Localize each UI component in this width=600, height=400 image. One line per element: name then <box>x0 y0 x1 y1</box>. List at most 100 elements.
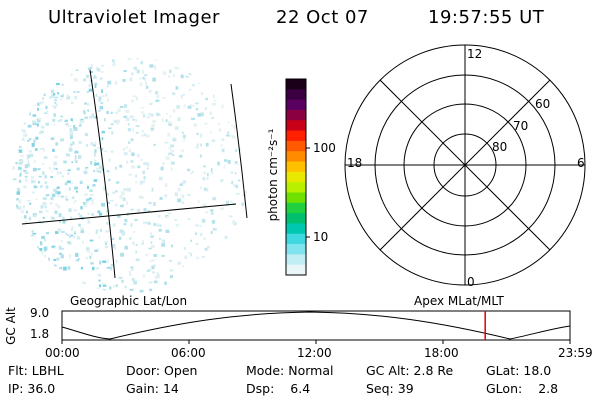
uv-speckle <box>149 64 154 68</box>
uv-speckle <box>52 118 56 122</box>
uv-speckle <box>210 168 213 172</box>
uv-speckle <box>201 256 205 258</box>
uv-speckle <box>40 147 44 150</box>
uv-speckle <box>98 96 102 100</box>
uv-speckle <box>94 249 98 252</box>
uv-speckle <box>39 210 43 214</box>
uv-speckle <box>148 113 151 115</box>
uv-speckle <box>42 197 47 200</box>
status-gain: Gain: 14 <box>126 381 179 396</box>
uv-speckle <box>156 95 160 98</box>
uv-speckle <box>32 191 35 194</box>
uv-speckle <box>207 245 210 249</box>
uv-speckle <box>101 130 105 134</box>
uv-speckle <box>45 194 49 197</box>
uv-speckle <box>143 176 146 180</box>
uv-speckle <box>169 269 174 272</box>
uv-speckle <box>28 113 31 116</box>
uv-speckle <box>198 82 200 85</box>
uv-speckle <box>234 163 239 165</box>
uv-speckle <box>50 170 53 173</box>
uv-speckle <box>89 71 93 73</box>
uv-speckle <box>196 143 199 147</box>
uv-speckle <box>159 197 163 200</box>
uv-speckle <box>19 159 23 162</box>
uv-speckle <box>79 214 83 219</box>
colorbar-band <box>286 223 306 235</box>
uv-speckle <box>38 181 40 184</box>
uv-speckle <box>91 113 95 118</box>
uv-speckle <box>90 252 93 256</box>
uv-speckle <box>172 137 176 141</box>
uv-speckle <box>184 255 187 259</box>
uv-speckle <box>206 177 209 180</box>
uv-speckle <box>106 266 111 269</box>
uv-speckle <box>151 124 156 127</box>
uv-speckle <box>82 240 84 244</box>
uv-speckle <box>144 74 148 77</box>
uv-speckle <box>178 154 183 158</box>
uv-speckle <box>148 281 153 284</box>
uv-speckle <box>187 105 192 109</box>
uv-speckle <box>75 252 79 257</box>
uv-speckle <box>134 68 138 71</box>
uv-speckle <box>100 147 104 151</box>
uv-speckle <box>94 84 97 88</box>
uv-speckle <box>80 120 85 124</box>
uv-speckle <box>110 264 115 267</box>
uv-speckle <box>172 74 175 77</box>
uv-speckle <box>153 222 156 227</box>
uv-speckle <box>73 209 78 211</box>
uv-speckle <box>145 81 147 86</box>
uv-speckle <box>220 144 223 147</box>
uv-speckle <box>125 117 130 121</box>
uv-speckle <box>53 106 56 109</box>
uv-speckle <box>40 101 44 104</box>
uv-speckle <box>115 190 118 193</box>
uv-speckle <box>57 92 59 95</box>
uv-speckle <box>140 111 145 114</box>
uv-speckle <box>170 167 173 171</box>
uv-speckle <box>68 148 73 152</box>
uv-speckle <box>181 181 186 185</box>
uv-speckle <box>70 143 74 146</box>
uv-speckle <box>55 168 58 170</box>
uv-speckle <box>221 138 225 141</box>
uv-speckle <box>202 203 207 208</box>
uv-speckle <box>110 199 114 202</box>
uv-speckle <box>122 79 126 82</box>
uv-speckle <box>39 131 42 135</box>
uv-speckle <box>116 119 120 124</box>
uv-speckle <box>183 180 187 183</box>
uv-speckle <box>122 197 126 201</box>
uv-speckle <box>98 110 101 112</box>
status-dsp-label: Dsp: <box>246 381 275 396</box>
uv-speckle <box>53 167 56 170</box>
uv-speckle <box>205 187 209 192</box>
uv-speckle <box>123 188 126 191</box>
uv-speckle <box>151 259 155 262</box>
uv-speckle <box>113 62 116 66</box>
uv-speckle <box>25 179 28 182</box>
uv-speckle <box>80 227 84 231</box>
status-mode-label: Mode: <box>246 363 285 378</box>
timeline-y-tick-low: 1.8 <box>30 327 50 341</box>
uv-speckle <box>18 199 22 204</box>
uv-speckle <box>212 197 216 201</box>
uv-speckle <box>130 208 134 211</box>
uv-speckle <box>235 149 237 152</box>
uv-speckle <box>61 175 64 178</box>
uv-speckle <box>195 146 199 149</box>
uv-speckle <box>69 128 72 132</box>
uv-speckle <box>153 254 157 257</box>
polar-lat-label-80: 80 <box>492 140 508 154</box>
uv-speckle <box>106 111 109 115</box>
uv-speckle <box>187 218 191 220</box>
uv-speckle <box>165 156 170 160</box>
uv-speckle <box>136 58 139 60</box>
uv-speckle <box>112 284 115 289</box>
uv-speckle <box>115 203 118 207</box>
uv-speckle <box>87 212 90 215</box>
uv-speckle <box>180 95 183 99</box>
uv-speckle <box>73 230 76 233</box>
